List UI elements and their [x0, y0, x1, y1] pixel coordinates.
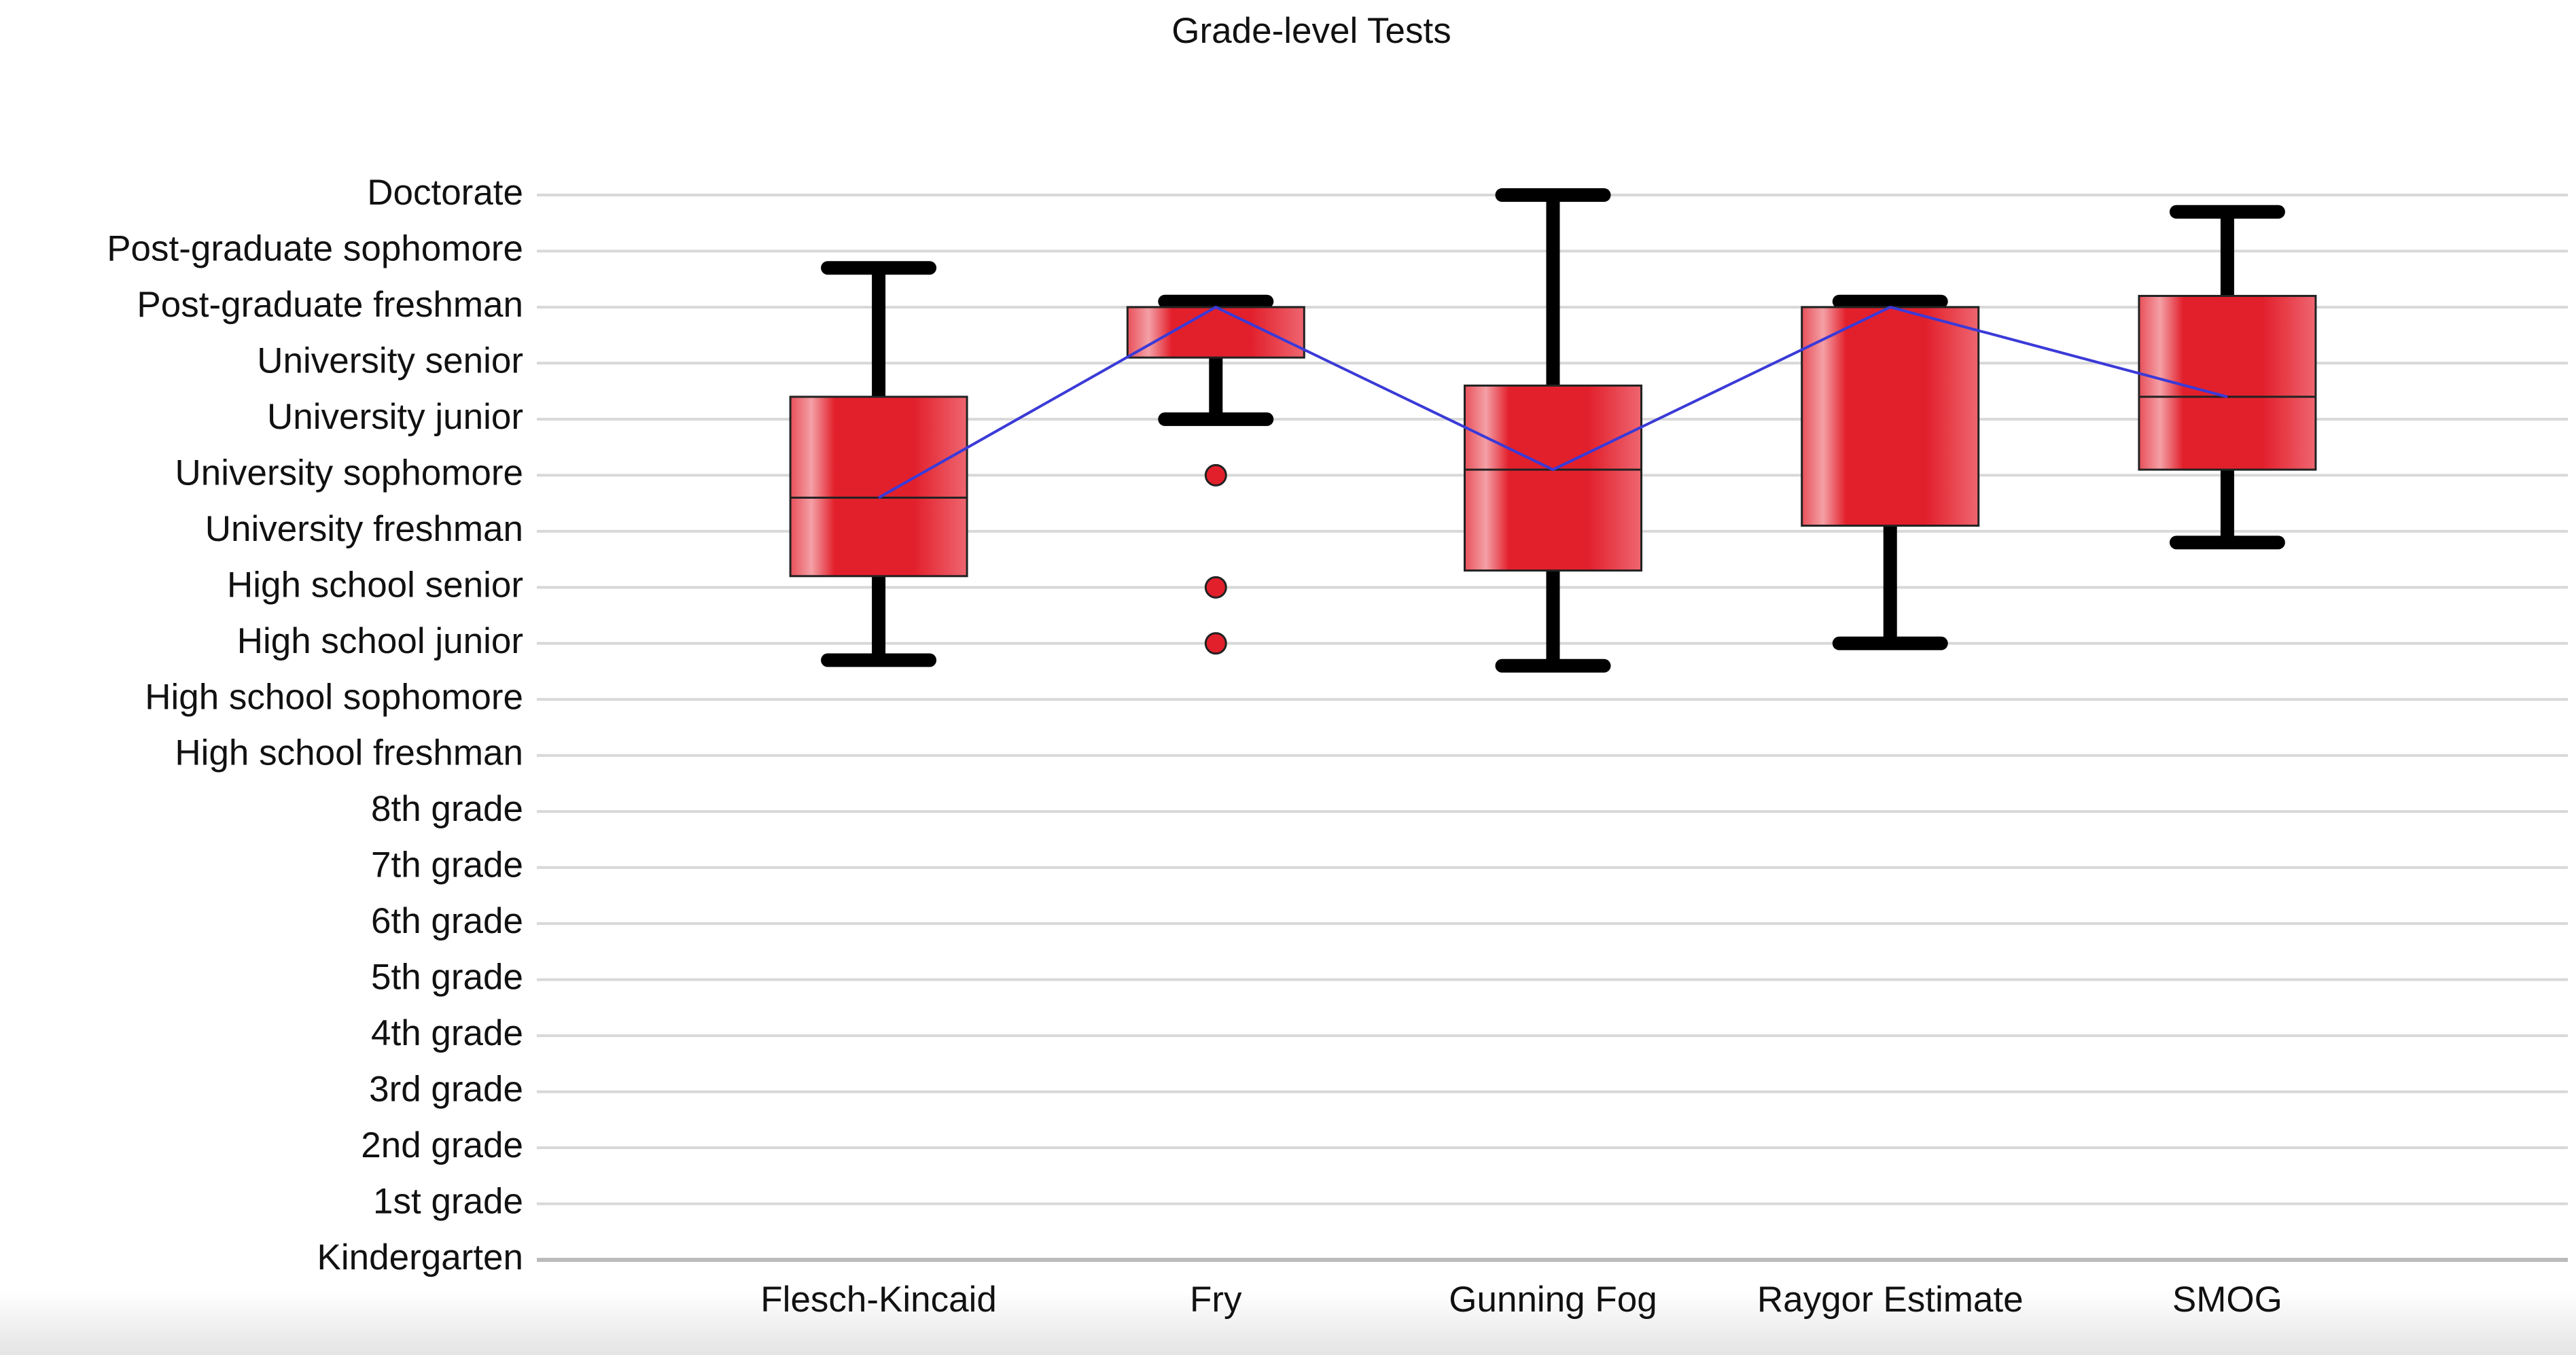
outlier: [1204, 576, 1227, 599]
box: [1126, 306, 1305, 359]
y-tick-label: High school senior: [227, 565, 523, 605]
box: [1801, 306, 1980, 527]
y-tick-label: Post-graduate sophomore: [107, 228, 523, 268]
x-tick-label: Raygor Estimate: [1757, 1280, 2024, 1320]
x-tick-label: Fry: [1190, 1280, 1242, 1320]
outlier: [1204, 463, 1227, 487]
box: [2138, 294, 2317, 471]
y-tick-label: University freshman: [205, 509, 523, 549]
box: [789, 395, 968, 578]
y-tick-label: 6th grade: [371, 901, 523, 941]
median-line: [878, 305, 2228, 499]
y-tick-label: 1st grade: [373, 1182, 523, 1222]
y-tick-label: 7th grade: [371, 845, 523, 885]
bottom-shade: [0, 1291, 2576, 1355]
x-tick-label: Flesch-Kincaid: [760, 1280, 997, 1320]
y-tick-label: 4th grade: [371, 1013, 523, 1053]
y-tick-label: 8th grade: [371, 789, 523, 829]
y-tick-label: 5th grade: [371, 957, 523, 998]
y-tick-label: Kindergarten: [317, 1237, 523, 1278]
x-tick-label: SMOG: [2172, 1280, 2282, 1320]
y-tick-label: Doctorate: [367, 173, 523, 213]
y-tick-label: High school junior: [237, 621, 523, 661]
y-tick-label: University senior: [257, 340, 523, 381]
chart-title: Grade-level Tests: [1171, 11, 1451, 51]
y-tick-label: High school freshman: [175, 733, 523, 773]
y-tick-label: 3rd grade: [369, 1070, 523, 1110]
y-tick-label: University sophomore: [175, 453, 523, 493]
box: [1464, 384, 1642, 572]
y-tick-label: Post-graduate freshman: [137, 285, 523, 325]
outlier: [1204, 632, 1227, 655]
y-tick-label: University junior: [267, 397, 523, 437]
x-tick-label: Gunning Fog: [1449, 1280, 1657, 1320]
y-tick-label: 2nd grade: [361, 1125, 523, 1165]
y-tick-label: High school sophomore: [145, 677, 523, 717]
